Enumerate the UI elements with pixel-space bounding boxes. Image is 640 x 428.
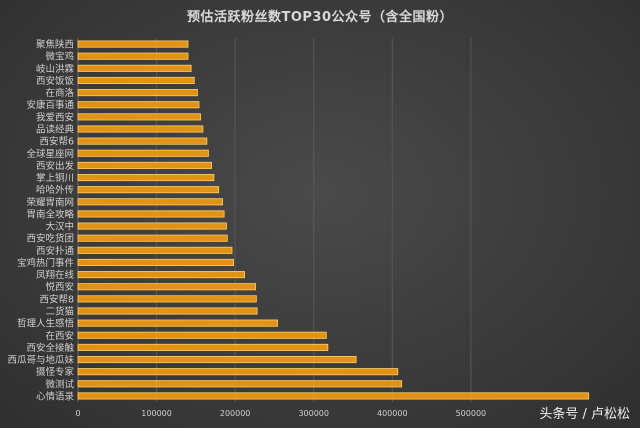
category-label-19: 西安出发 xyxy=(36,160,75,172)
x-tick-label-2: 200000 xyxy=(220,409,251,418)
bar-8 xyxy=(77,295,257,303)
bar-15 xyxy=(77,210,225,218)
bar-26 xyxy=(77,76,195,85)
category-label-14: 大汉中 xyxy=(45,221,74,233)
bar-18 xyxy=(77,173,215,182)
watermark: 头条号 / 卢松松 xyxy=(539,407,630,422)
category-label-27: 岐山洪霖 xyxy=(36,63,75,75)
bar-25 xyxy=(77,89,198,97)
category-label-20: 全球星座网 xyxy=(26,148,74,160)
category-label-23: 我爱西安 xyxy=(36,111,74,123)
bar-3 xyxy=(77,355,357,364)
bar-23 xyxy=(77,113,201,121)
category-label-8: 西安帮8 xyxy=(39,293,74,305)
bar-4 xyxy=(77,343,329,351)
category-label-28: 微宝鸡 xyxy=(45,51,74,63)
bar-20 xyxy=(77,149,209,157)
x-tick-label-5: 500000 xyxy=(456,409,487,418)
category-label-22: 品读经典 xyxy=(36,124,75,136)
bar-28 xyxy=(77,52,189,60)
bar-14 xyxy=(77,222,227,230)
category-label-15: 胃南全攻略 xyxy=(26,208,74,220)
bar-19 xyxy=(77,161,212,169)
category-label-18: 掌上铜川 xyxy=(36,172,74,184)
category-label-11: 宝鸡热门事件 xyxy=(17,257,75,269)
chart-title: 预估活跃粉丝数TOP30公众号（含全国粉） xyxy=(186,10,454,25)
bar-6 xyxy=(77,319,278,327)
category-label-25: 在商洛 xyxy=(45,87,74,99)
x-tick-label-3: 300000 xyxy=(298,409,329,418)
category-label-26: 西安饭饭 xyxy=(36,75,75,87)
category-label-16: 荣耀胃南网 xyxy=(26,196,74,208)
category-label-3: 西瓜哥与地瓜妹 xyxy=(7,354,74,366)
category-label-24: 安康百事通 xyxy=(26,99,74,111)
category-label-12: 西安扑通 xyxy=(36,245,75,257)
category-label-1: 微测试 xyxy=(45,378,74,390)
x-tick-label-1: 100000 xyxy=(141,409,172,418)
bar-21 xyxy=(77,137,208,145)
x-tick-label-0: 0 xyxy=(75,409,80,418)
bar-10 xyxy=(77,271,245,279)
bar-13 xyxy=(77,234,228,242)
category-label-6: 哲理人生感悟 xyxy=(17,318,75,330)
bar-12 xyxy=(77,246,233,254)
category-label-4: 西安全接触 xyxy=(26,342,74,354)
bar-0 xyxy=(77,392,590,400)
bar-7 xyxy=(77,307,258,315)
bar-29 xyxy=(77,40,189,48)
bar-5 xyxy=(77,331,327,339)
category-label-0: 心情语录 xyxy=(36,390,75,402)
bar-22 xyxy=(77,125,204,133)
bar-2 xyxy=(77,368,399,376)
category-label-13: 西安吃货团 xyxy=(26,233,74,245)
bar-1 xyxy=(77,380,403,388)
x-tick-label-4: 400000 xyxy=(377,409,408,418)
category-label-7: 二货猫 xyxy=(45,306,74,318)
category-label-10: 凤翔在线 xyxy=(36,269,75,281)
category-label-17: 哈哈外传 xyxy=(36,184,75,196)
category-label-21: 西安帮6 xyxy=(39,136,74,148)
bar-16 xyxy=(77,198,223,206)
bar-9 xyxy=(77,283,256,291)
bar-17 xyxy=(77,186,220,194)
category-label-5: 在西安 xyxy=(45,330,74,342)
bar-27 xyxy=(77,64,192,72)
category-label-9: 悦西安 xyxy=(45,281,74,293)
category-label-2: 摄怪专家 xyxy=(36,366,75,378)
bar-24 xyxy=(77,101,200,109)
category-label-29: 聚焦陕西 xyxy=(36,39,74,51)
bar-11 xyxy=(77,258,234,267)
